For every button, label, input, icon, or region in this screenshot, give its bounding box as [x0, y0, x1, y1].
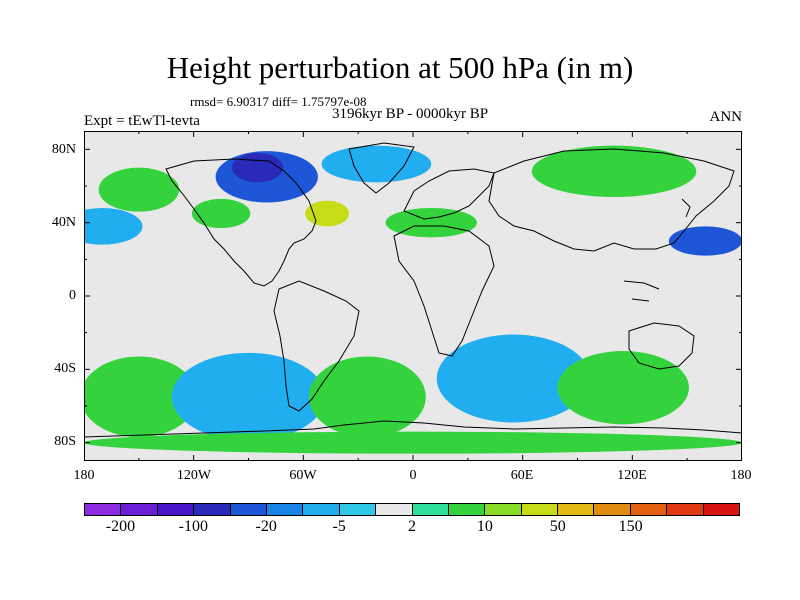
coastline-south-america — [273, 280, 360, 412]
blob-australia-ring — [557, 351, 689, 425]
colorbar-segment — [85, 504, 122, 515]
colorbar — [84, 503, 740, 516]
colorbar-segment — [703, 504, 740, 515]
blob-arctic-canada-core — [232, 153, 284, 183]
lon-label-120w: 120W — [176, 468, 212, 483]
period-label: 3196kyr BP - 0000kyr BP — [331, 106, 489, 122]
lat-label-0: 0 — [69, 288, 76, 303]
season-label: ANN — [709, 109, 743, 125]
experiment-label: Expt = tEwTl-tevta — [84, 113, 200, 129]
lon-label-180w: 180 — [73, 468, 95, 483]
lat-label-80n: 80N — [51, 142, 76, 157]
blob-south-pacific-ring — [84, 356, 198, 438]
colorbar-segment — [485, 504, 522, 515]
colorbar-label: -100 — [178, 518, 208, 535]
colorbar-segment — [339, 504, 377, 515]
colorbar-segment — [303, 504, 340, 515]
map-panel — [84, 131, 742, 461]
colorbar-label: -200 — [105, 518, 136, 535]
lat-label-40s: 40S — [54, 361, 76, 376]
colorbar-segment — [194, 504, 231, 515]
colorbar-segment — [448, 504, 486, 515]
lat-label-40n: 40N — [51, 215, 76, 230]
colorbar-segment — [667, 504, 704, 515]
coastline-japan — [681, 198, 691, 218]
coastline-europe — [403, 168, 495, 220]
colorbar-segment — [630, 504, 668, 515]
blob-labrador — [305, 200, 350, 227]
colorbar-label: -5 — [332, 518, 346, 535]
colorbar-label: 50 — [549, 518, 566, 535]
colorbar-segment — [230, 504, 267, 515]
blob-drake-ring — [171, 352, 326, 441]
blob-alaska — [98, 167, 180, 212]
coastline-africa — [393, 225, 495, 357]
stats-line: rmsd= 6.90317 diff= 1.75797e-08 — [190, 94, 367, 109]
colorbar-segment — [521, 504, 559, 515]
lon-label-120e: 120E — [617, 468, 647, 483]
plot-title: Height perturbation at 500 hPa (in m) — [166, 50, 634, 85]
coastline-antarctica — [84, 420, 742, 438]
colorbar-segment — [558, 504, 595, 515]
colorbar-segment — [594, 504, 631, 515]
lon-label-180e: 180 — [730, 468, 752, 483]
colorbar-label: 10 — [476, 518, 493, 535]
colorbar-label: -20 — [255, 518, 277, 535]
lon-label-60w: 60W — [289, 468, 317, 483]
coastline-indonesia — [623, 280, 660, 302]
colorbar-label: 2 — [408, 518, 416, 535]
colorbar-segment — [412, 504, 449, 515]
colorbar-segment — [376, 504, 413, 515]
blob-north-pacific — [84, 208, 143, 245]
blob-siberia-ring — [531, 145, 697, 197]
coastline-greenland — [348, 142, 415, 194]
coastline-australia — [628, 322, 695, 370]
blob-europe — [385, 208, 477, 238]
lon-label-0: 0 — [409, 468, 417, 483]
colorbar-segment — [121, 504, 158, 515]
coastline-asia — [488, 148, 735, 252]
lat-label-80s: 80S — [54, 434, 76, 449]
contour-map — [84, 131, 742, 461]
blob-north-atlantic — [321, 145, 432, 183]
blob-indian-ring — [436, 334, 591, 423]
blob-canada-ridge — [191, 198, 251, 229]
colorbar-segment — [266, 504, 304, 515]
coastline-north-america — [165, 158, 317, 287]
blob-south-atlantic-ring — [308, 356, 426, 438]
lon-label-60e: 60E — [510, 468, 534, 483]
colorbar-segment — [157, 504, 195, 515]
blob-antarctic-band — [84, 431, 742, 454]
blob-east-pacific — [668, 226, 742, 256]
colorbar-label: 150 — [618, 518, 643, 535]
